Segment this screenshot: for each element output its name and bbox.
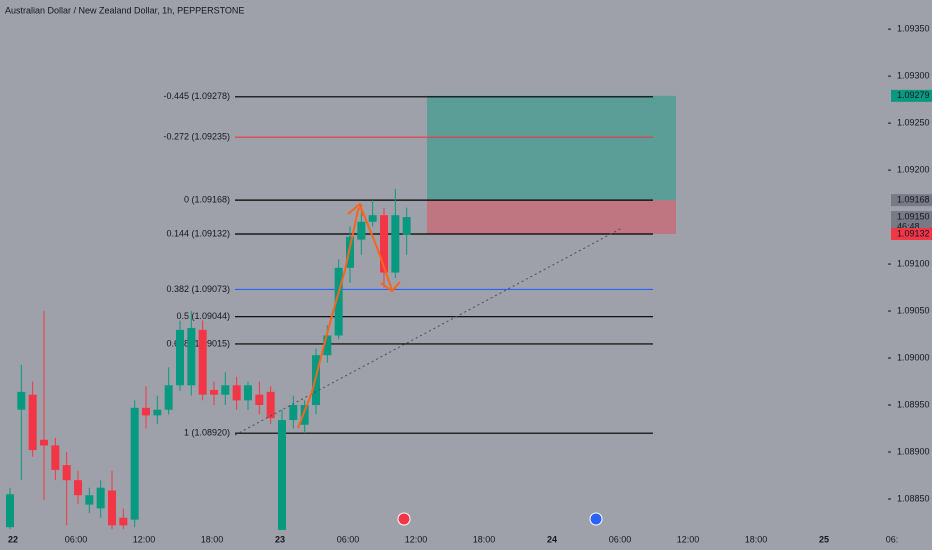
- fib-label: 0.618 (1.09015): [166, 338, 230, 348]
- fib-label: -0.272 (1.09235): [163, 132, 230, 142]
- price-tag: [891, 89, 932, 102]
- profit-zone: [427, 95, 676, 201]
- x-tick-label: 12:00: [677, 534, 700, 544]
- fib-label: 0.144 (1.09132): [166, 228, 230, 238]
- y-tick-label: 1.09200: [897, 164, 930, 174]
- x-tick-label: 06:00: [609, 534, 632, 544]
- pattern-line: [297, 204, 363, 429]
- candle-body: [6, 494, 14, 528]
- candle-body: [176, 329, 184, 386]
- candle-body: [51, 445, 60, 470]
- candle-body: [346, 236, 354, 268]
- price-tag-label: 1.09168: [897, 195, 930, 205]
- x-tick-label: 06:00: [65, 534, 88, 544]
- y-tick-label: 1.09000: [897, 352, 930, 362]
- x-tick-label: 12:00: [405, 534, 428, 544]
- loss-zone: [427, 200, 676, 234]
- candle-body: [380, 215, 388, 273]
- price-tag: [891, 227, 932, 240]
- price-tag: [891, 194, 932, 207]
- candle-body: [40, 439, 48, 446]
- candle-body: [334, 267, 343, 336]
- candle-body: [391, 215, 400, 273]
- x-tick-label: 12:00: [133, 534, 156, 544]
- price-tag-label: 1.09150: [897, 211, 930, 221]
- y-tick-label: 1.09300: [897, 70, 930, 80]
- y-tick-label: 1.08850: [897, 493, 930, 503]
- x-tick-label: 25: [819, 534, 829, 544]
- candle-body: [17, 391, 26, 410]
- fib-label: 0.5 (1.09044): [176, 311, 230, 321]
- plot-area: 1.09350 1.09300 1.09250 1.09200 1.09100 1.090…: [6, 24, 930, 544]
- candle-body: [74, 480, 82, 496]
- candle-body: [85, 495, 94, 505]
- y-tick-label: 1.08900: [897, 446, 930, 456]
- fib-label: 1 (1.08920): [184, 428, 230, 438]
- price-tag-label: 1.09279: [897, 90, 930, 100]
- candle-body: [96, 487, 105, 509]
- fib-label: 0.382 (1.09073): [166, 284, 230, 294]
- candle-body: [62, 465, 71, 481]
- candle-body: [244, 385, 252, 401]
- fib-label: -0.445 (1.09278): [163, 91, 230, 101]
- y-tick-label: 1.08950: [897, 399, 930, 409]
- candle-body: [198, 329, 207, 395]
- candle-body: [255, 394, 264, 406]
- x-tick-label: 18:00: [745, 534, 768, 544]
- x-tick-label: 18:00: [473, 534, 496, 544]
- y-tick-label: 1.09050: [897, 305, 930, 315]
- candle-body: [402, 217, 411, 235]
- candle-body: [357, 221, 366, 240]
- pattern-line: [361, 209, 393, 291]
- chart-title: Australian Dollar / New Zealand Dollar, …: [5, 5, 244, 15]
- candle-body: [210, 389, 218, 395]
- candle-body: [187, 327, 196, 386]
- y-tick-label: 1.09100: [897, 258, 930, 268]
- candle-body: [232, 385, 241, 401]
- x-tick-label: 06:00: [337, 534, 360, 544]
- candle-body: [164, 385, 173, 410]
- x-tick-label: 18:00: [201, 534, 224, 544]
- fib-label: 0 (1.09168): [184, 195, 230, 205]
- x-tick-label: 06:: [886, 534, 899, 544]
- price-tag: [891, 211, 932, 234]
- candle-body: [119, 517, 128, 526]
- candle-body: [289, 405, 298, 421]
- x-tick-label: 22: [8, 534, 18, 544]
- candle-body: [28, 394, 37, 451]
- candle-body: [323, 335, 332, 356]
- candle-body: [108, 490, 116, 526]
- candle-body: [368, 215, 377, 222]
- event-icon[interactable]: [589, 512, 603, 526]
- pattern-arrow: [380, 281, 401, 293]
- trend-line: [234, 227, 623, 436]
- candle-body: [153, 409, 162, 416]
- countdown: 46:48: [897, 221, 920, 231]
- x-tick-label: 24: [547, 534, 557, 544]
- y-tick-label: 1.09350: [897, 24, 930, 34]
- candle-body: [266, 391, 275, 419]
- candle-body: [300, 405, 309, 425]
- candle-body: [278, 420, 286, 530]
- candle-body: [142, 407, 150, 416]
- event-icon[interactable]: [397, 512, 411, 526]
- candle-body: [221, 385, 230, 395]
- y-tick-label: 1.09250: [897, 117, 930, 127]
- candle-body: [130, 407, 139, 520]
- price-tag-label: 1.09132: [897, 228, 930, 238]
- x-tick-label: 23: [275, 534, 285, 544]
